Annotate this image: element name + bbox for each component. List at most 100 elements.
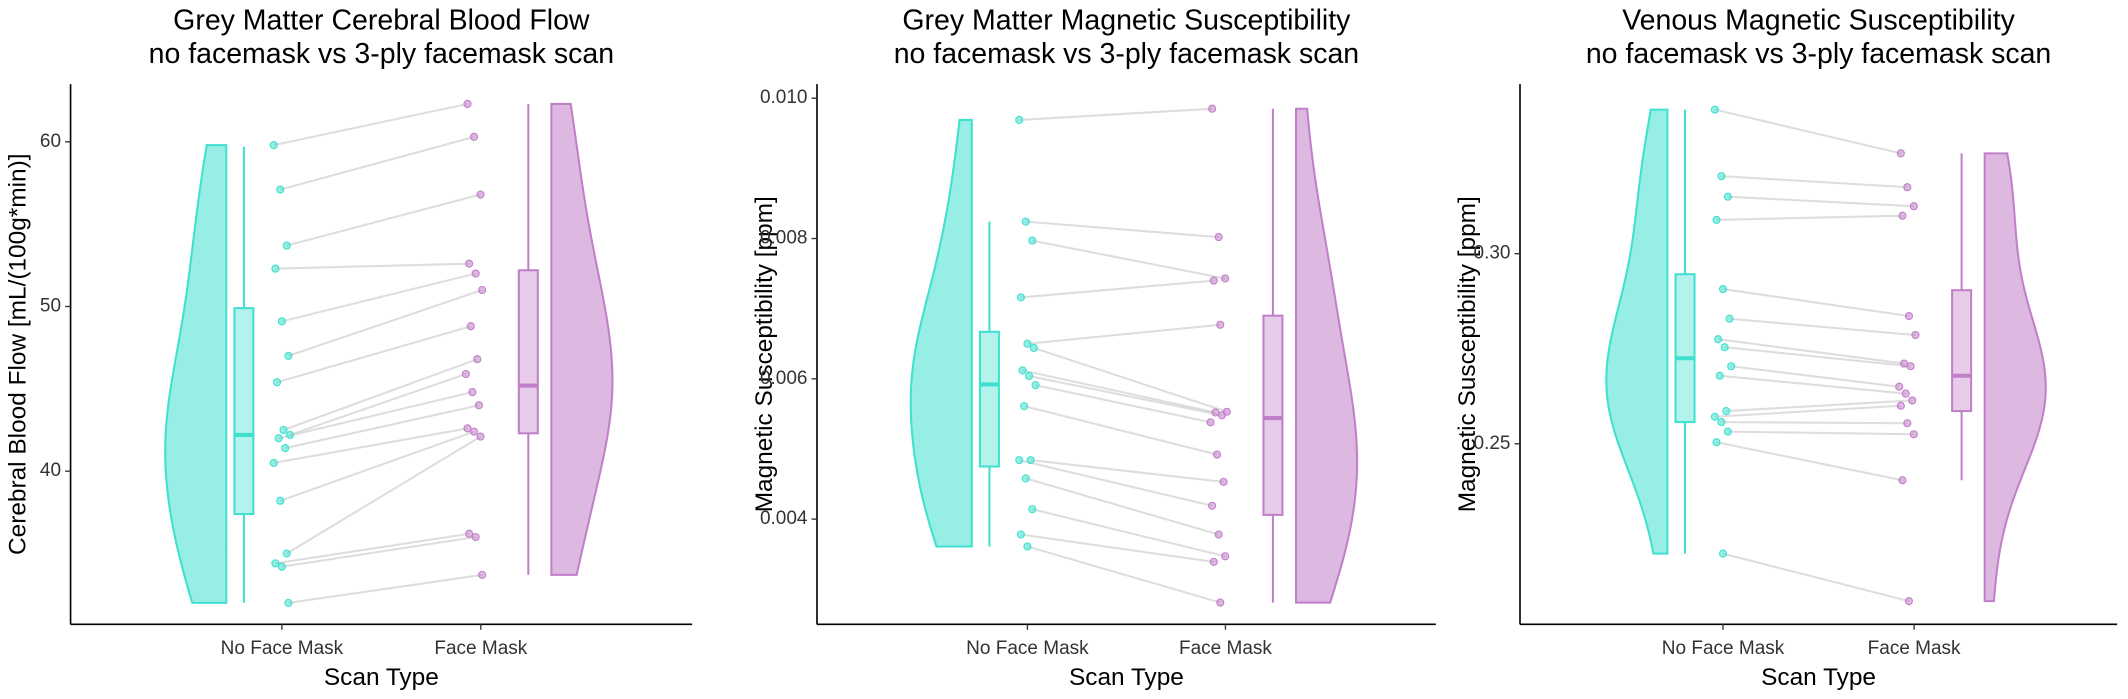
pair-line	[289, 373, 467, 436]
pair-line	[1726, 399, 1913, 413]
point	[1723, 192, 1732, 201]
pair-line	[283, 358, 478, 431]
pair-line	[1019, 107, 1213, 121]
point	[1725, 314, 1734, 323]
violin	[550, 102, 614, 576]
point	[1216, 598, 1225, 607]
pair-line	[1722, 288, 1910, 318]
pair-line	[1731, 365, 1900, 388]
x-tick-label: No Face Mask	[1662, 638, 1785, 659]
pair-line	[1035, 384, 1211, 424]
point	[1212, 450, 1222, 459]
point	[1026, 456, 1035, 465]
y-tick-label: 0.008	[760, 228, 808, 249]
pair-line	[273, 102, 468, 147]
point	[473, 355, 482, 364]
point	[1898, 476, 1907, 485]
point	[1208, 104, 1217, 113]
x-tick-label: Face Mask	[434, 638, 527, 659]
violin	[909, 118, 973, 548]
pair-line	[1025, 220, 1219, 239]
point	[1896, 149, 1905, 158]
x-tick-label: Face Mask	[1868, 638, 1961, 659]
point	[272, 378, 282, 387]
point	[285, 430, 295, 440]
point	[1718, 284, 1728, 294]
point	[271, 559, 280, 568]
point	[1717, 172, 1726, 181]
pair-line	[284, 404, 480, 450]
pair-line	[1727, 430, 1914, 436]
point	[1209, 557, 1218, 566]
pair-line	[288, 573, 483, 604]
x-tick-label: No Face Mask	[221, 638, 344, 659]
point	[1016, 293, 1025, 302]
pair-line	[1027, 545, 1221, 604]
point	[463, 99, 472, 109]
point	[1901, 389, 1910, 398]
point	[1028, 236, 1037, 245]
y-axis-label: Magnetic Susceptibility [ppm]	[751, 196, 778, 512]
x-tick-label: No Face Mask	[966, 638, 1089, 659]
pair-line	[1727, 195, 1914, 208]
point	[1710, 412, 1719, 421]
point	[463, 424, 472, 433]
point	[1028, 505, 1037, 514]
pair-line	[286, 193, 481, 247]
point	[1031, 381, 1040, 390]
x-axis-label: Scan Type	[324, 664, 439, 691]
point	[1221, 274, 1230, 283]
point	[1898, 211, 1907, 220]
point	[1214, 530, 1223, 539]
chart-title: Venous Magnetic Susceptibility	[1622, 4, 2015, 36]
point	[1896, 401, 1905, 410]
point	[1021, 474, 1030, 483]
point	[276, 185, 285, 194]
point	[1221, 552, 1230, 561]
y-axis-label: Cerebral Blood Flow [mL/(100g*min)]	[4, 153, 31, 555]
chart-subtitle: no facemask vs 3-ply facemask scan	[894, 38, 1359, 70]
point	[284, 351, 293, 360]
violin	[1294, 107, 1359, 604]
box	[233, 307, 255, 516]
point	[466, 322, 475, 331]
pair-line	[280, 135, 475, 191]
point	[1018, 366, 1027, 375]
y-tick-label: 60	[40, 131, 61, 152]
point	[478, 570, 487, 579]
box	[1674, 273, 1696, 424]
point	[1727, 362, 1736, 371]
point	[1029, 343, 1038, 353]
point	[1020, 402, 1029, 411]
pair-line	[1023, 405, 1218, 456]
point	[269, 458, 278, 468]
pair-line	[1714, 404, 1901, 418]
pair-line	[1722, 552, 1910, 603]
pair-line	[1716, 214, 1903, 221]
point	[1714, 335, 1723, 344]
point	[1717, 418, 1726, 427]
point	[1021, 217, 1030, 226]
point	[471, 532, 480, 542]
pair-line	[273, 427, 468, 464]
point	[1217, 411, 1226, 420]
y-tick-label: 50	[40, 296, 61, 317]
point	[271, 264, 280, 273]
pair-line	[281, 536, 476, 568]
point	[269, 141, 278, 150]
point	[1024, 371, 1034, 381]
pair-line	[1033, 346, 1228, 413]
y-axis-label: Magnetic Susceptibility [ppm]	[1454, 196, 1481, 512]
point	[1909, 202, 1918, 211]
point	[1015, 115, 1024, 125]
point	[1715, 371, 1724, 380]
point	[1911, 330, 1920, 340]
pair-line	[276, 325, 472, 384]
point	[1722, 407, 1731, 416]
pair-line	[1721, 175, 1908, 189]
y-tick-label: 40	[40, 460, 61, 481]
box	[1951, 289, 1973, 413]
y-tick-label: 0.006	[760, 368, 808, 389]
